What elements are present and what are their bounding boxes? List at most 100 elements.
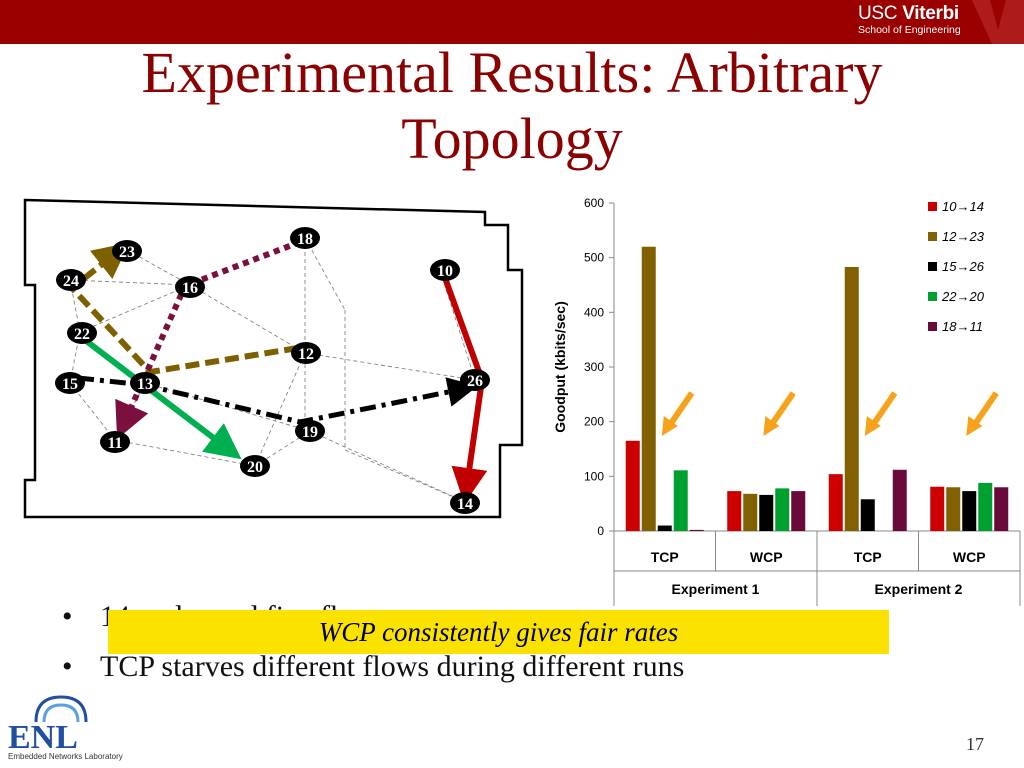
header-bar (0, 0, 1024, 44)
flow-15-26 (77, 375, 478, 425)
svg-text:26: 26 (467, 373, 483, 390)
bar (689, 529, 704, 531)
bullet-item: TCP starves different flows during diffe… (62, 642, 684, 692)
bar (860, 499, 875, 531)
legend-label: 12→23 (942, 229, 985, 244)
bar (641, 246, 656, 531)
legend-swatch (928, 262, 937, 271)
bar (759, 494, 774, 531)
bar (625, 440, 640, 531)
y-tick-label: 200 (584, 415, 604, 429)
category-label: TCP (651, 549, 679, 565)
legend-swatch (928, 232, 937, 241)
bar (930, 486, 945, 531)
enl-logo: ENL (8, 695, 88, 752)
bar (673, 470, 688, 531)
legend-label: 15→26 (942, 259, 985, 274)
node-20: 20 (240, 455, 270, 477)
node-11: 11 (100, 431, 130, 453)
y-tick-label: 300 (584, 360, 604, 374)
usc-viterbi-logo: USC Viterbi School of Engineering (858, 4, 961, 37)
floor-plan-outline (23, 198, 524, 519)
legend-swatch (928, 322, 937, 331)
node-14: 14 (450, 492, 480, 514)
y-tick-label: 500 (584, 251, 604, 265)
svg-text:23: 23 (119, 244, 135, 261)
node-10: 10 (430, 259, 460, 281)
node-16: 16 (175, 276, 205, 298)
y-tick-label: 400 (584, 305, 604, 319)
node-22: 22 (67, 322, 97, 344)
topology-nodes: 10 11 12 13 14 15 16 18 19 20 22 23 24 2… (55, 227, 490, 514)
svg-text:18: 18 (297, 231, 313, 248)
bar (892, 469, 907, 531)
viterbi-v-icon (972, 0, 1024, 44)
node-26: 26 (460, 369, 490, 391)
topology-diagram: 10 11 12 13 14 15 16 18 19 20 22 23 24 2… (23, 198, 524, 519)
legend-label: 18→11 (942, 319, 983, 334)
bar (844, 266, 859, 531)
bar (775, 488, 790, 531)
bar (994, 487, 1009, 531)
flow-12-23 (67, 242, 299, 376)
node-12: 12 (291, 342, 321, 364)
flow-10-14 (442, 276, 485, 382)
y-tick-label: 600 (584, 196, 604, 210)
svg-text:12: 12 (298, 346, 314, 363)
y-tick-label: 0 (597, 524, 604, 538)
svg-text:16: 16 (182, 280, 198, 297)
logo-viterbi: Viterbi (902, 3, 959, 24)
node-13: 13 (130, 372, 160, 394)
svg-text:20: 20 (247, 459, 263, 476)
svg-text:10: 10 (437, 263, 453, 280)
legend-label: 22→20 (941, 289, 985, 304)
topology-links (69, 237, 476, 503)
bar (657, 525, 672, 531)
orange-arrow-icon (661, 391, 695, 436)
enl-subtitle: Embedded Networks Laboratory (8, 752, 123, 761)
category-label: WCP (750, 549, 783, 565)
category-label: WCP (953, 549, 986, 565)
bar (828, 474, 843, 531)
flow-22-20 (83, 337, 242, 460)
legend-label: 10→14 (942, 199, 984, 214)
title-line-1: Experimental Results: Arbitrary (141, 40, 883, 105)
node-23: 23 (112, 240, 142, 262)
svg-text:19: 19 (302, 424, 318, 441)
callout-box: WCP consistently gives fair rates (108, 610, 889, 654)
bar (962, 491, 977, 531)
svg-text:24: 24 (63, 273, 79, 290)
y-tick-label: 100 (584, 469, 604, 483)
slide-title: Experimental Results: Arbitrary Topology (0, 40, 1024, 172)
svg-text:13: 13 (137, 376, 153, 393)
logo-school: School of Engineering (858, 24, 961, 36)
category-label: TCP (854, 549, 882, 565)
bar (946, 487, 961, 531)
bar (727, 491, 742, 531)
legend-swatch (928, 202, 937, 211)
svg-text:11: 11 (107, 435, 122, 452)
enl-logo-text: ENL (8, 719, 78, 752)
svg-text:14: 14 (457, 496, 473, 513)
orange-arrow-icon (864, 391, 898, 436)
goodput-bar-chart: 0 100 200 300 400 500 600 Goodput (kbits/sec) TC… (552, 196, 1021, 606)
bar (791, 491, 806, 531)
node-24: 24 (56, 269, 86, 291)
node-15: 15 (55, 372, 85, 394)
page-number: 17 (966, 734, 984, 754)
orange-arrow-icon (763, 391, 796, 436)
group-label: Experiment 2 (875, 581, 963, 597)
node-18: 18 (290, 227, 320, 249)
svg-text:22: 22 (74, 326, 90, 343)
y-axis-label: Goodput (kbits/sec) (552, 301, 568, 432)
orange-arrow-icon (966, 391, 999, 436)
group-label: Experiment 1 (672, 581, 760, 597)
svg-text:15: 15 (62, 376, 78, 393)
logo-usc: USC (858, 3, 903, 24)
node-19: 19 (295, 420, 325, 442)
legend-swatch (928, 292, 937, 301)
bar (743, 493, 758, 531)
flow-10-14-b (451, 379, 488, 504)
bar (978, 482, 993, 531)
title-line-2: Topology (401, 106, 623, 171)
